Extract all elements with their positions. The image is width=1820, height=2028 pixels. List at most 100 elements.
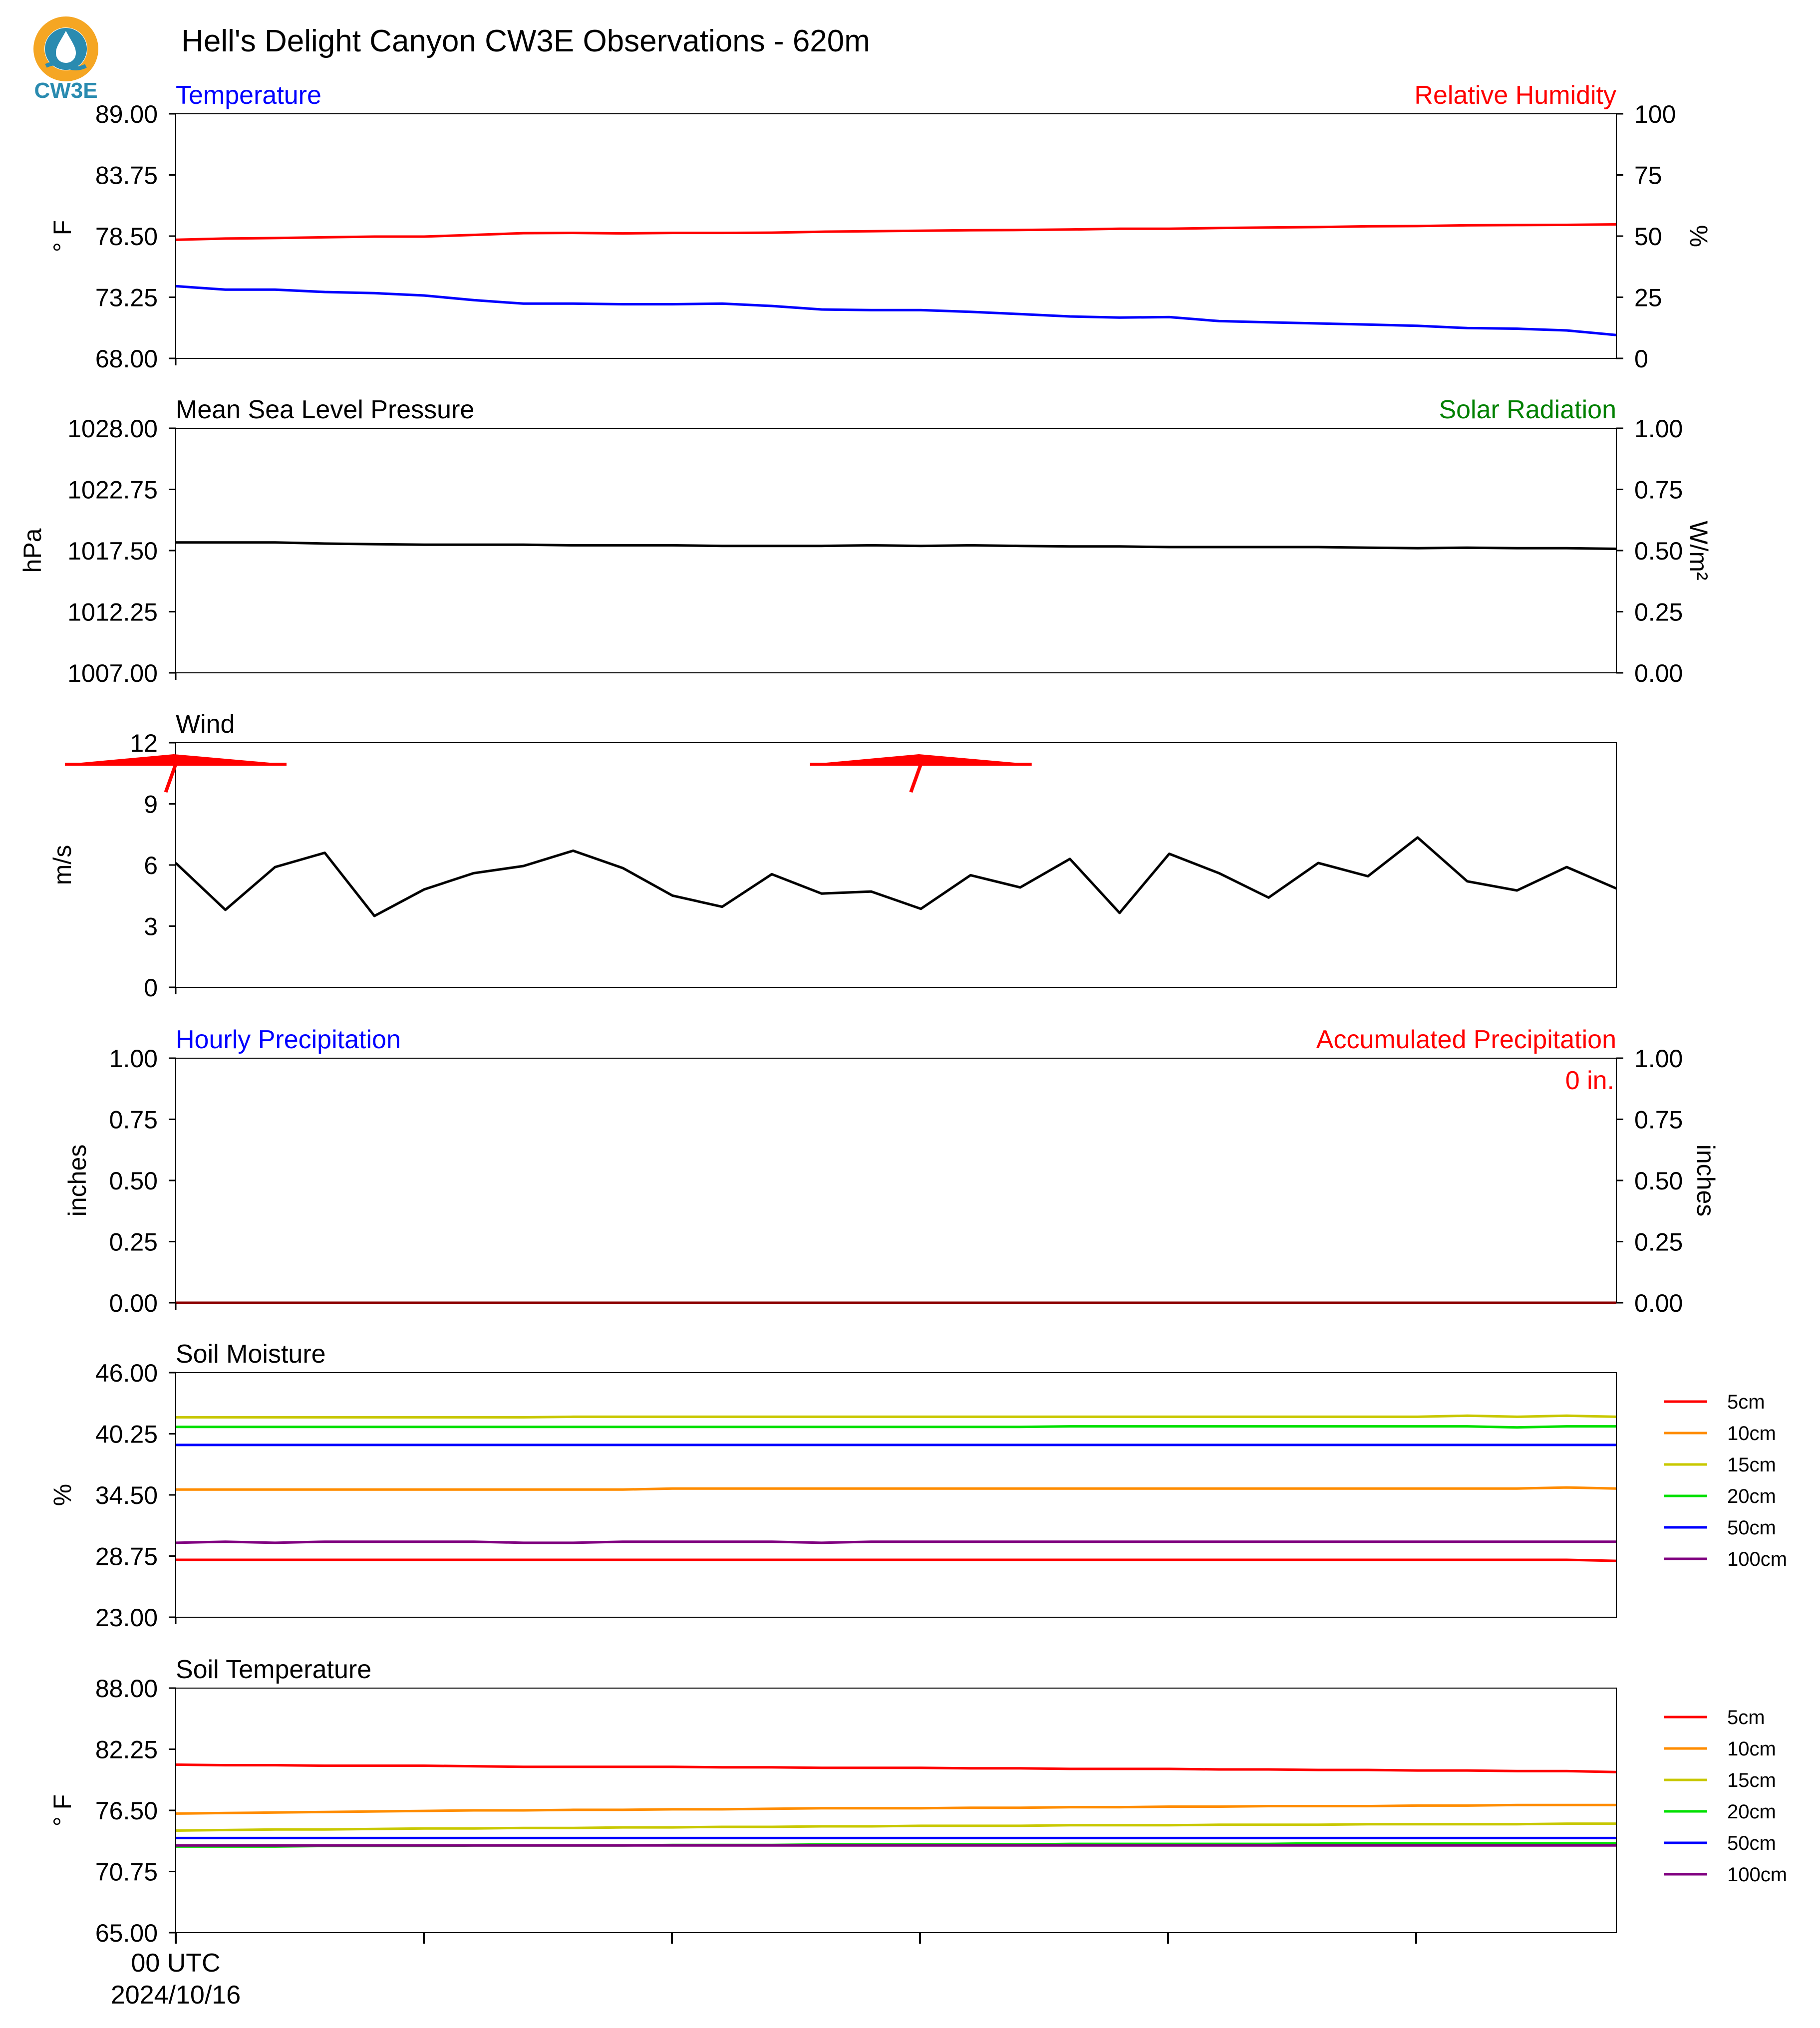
y-tick-label: 1022.75 <box>67 476 158 504</box>
series-line-left-0 <box>175 285 1617 336</box>
panel-title-left: Mean Sea Level Pressure <box>176 395 474 424</box>
panel-1: Temperature Relative Humidity 89.00 83.75 78… <box>48 81 1713 373</box>
legend-label: 100cm <box>1727 1864 1787 1886</box>
y-tick-label: 65.00 <box>95 1919 158 1947</box>
time-axis: 00 UTC 2024/10/16 <box>111 1933 1417 2010</box>
y-tick-label: 1012.25 <box>67 598 158 626</box>
panel-3: Wind 12 9 6 3 0 m/s <box>48 710 1617 1002</box>
legend-label: 15cm <box>1727 1769 1776 1791</box>
y-axis-label: ° F <box>48 1794 76 1826</box>
y-right-tick-label: 1.00 <box>1634 415 1683 443</box>
y-axis-label: inches <box>63 1145 91 1217</box>
panel-title-left: Wind <box>176 710 235 739</box>
series-line-10cm <box>175 1803 1616 1815</box>
panel-title-left: Soil Temperature <box>176 1655 371 1684</box>
plot-frame <box>175 1372 1617 1618</box>
legend-label: 100cm <box>1727 1548 1787 1570</box>
plot-frame <box>175 428 1617 673</box>
wind-barb-staff <box>909 763 923 793</box>
y-tick-label: 73.25 <box>95 284 158 312</box>
y-tick-label: 34.50 <box>95 1481 158 1509</box>
legend-label: 10cm <box>1727 1738 1776 1760</box>
legend-label: 50cm <box>1727 1832 1776 1854</box>
series-line-15cm <box>176 1414 1617 1419</box>
y-right-tick-label: 0.00 <box>1634 1289 1683 1317</box>
y-tick-label: 89.00 <box>95 100 158 128</box>
y-right-tick-label: 0.00 <box>1634 659 1683 687</box>
y-right-tick-label: 75 <box>1634 162 1662 190</box>
plot-frame <box>175 1058 1617 1303</box>
figure-title: Hell's Delight Canyon CW3E Observations … <box>181 24 870 58</box>
series-line-5cm <box>175 1763 1617 1773</box>
y-axis-label: ° F <box>48 220 76 252</box>
y-tick-label: 76.50 <box>95 1797 158 1825</box>
y-tick-label: 9 <box>144 791 158 819</box>
y-tick-label: 6 <box>144 852 158 879</box>
legend-label: 50cm <box>1727 1517 1776 1539</box>
series-line-5cm <box>176 1558 1617 1562</box>
legend-label: 15cm <box>1727 1454 1776 1476</box>
y-tick-label: 0.50 <box>109 1167 158 1195</box>
wind-barb-staff <box>164 763 178 793</box>
y-right-tick-label: 0.75 <box>1634 476 1683 504</box>
panel-title-right: Accumulated Precipitation <box>1316 1025 1616 1054</box>
cw3e-logo: CW3E <box>33 16 98 103</box>
y-tick-label: 78.50 <box>95 223 158 251</box>
y-tick-label: 82.25 <box>95 1736 158 1764</box>
y-tick-label: 88.00 <box>95 1675 158 1703</box>
y-tick-label: 1007.00 <box>67 659 158 687</box>
wind-barb-pennant <box>65 754 287 764</box>
y-tick-label: 0.75 <box>109 1106 158 1134</box>
y-tick-label: 83.75 <box>95 162 158 190</box>
panel-title-left: Temperature <box>176 81 321 110</box>
precip-total-annotation: 0 in. <box>1565 1066 1614 1095</box>
water-drop-logo-icon <box>56 31 76 63</box>
logo-sun-arc <box>33 16 98 81</box>
series-line-left-0 <box>176 541 1617 550</box>
y-right-tick-label: 0.25 <box>1634 598 1683 626</box>
legend-label: 5cm <box>1727 1707 1765 1729</box>
y-right-tick-label: 0.75 <box>1634 1106 1683 1134</box>
y-tick-label: 0.25 <box>109 1228 158 1256</box>
panel-title-right: Relative Humidity <box>1414 81 1616 110</box>
y-tick-label: 40.25 <box>95 1421 158 1449</box>
y-axis-label: m/s <box>48 845 76 885</box>
y-right-tick-label: 25 <box>1634 284 1662 312</box>
plot-frame <box>175 742 1617 988</box>
series-line-100cm <box>175 1540 1616 1544</box>
y-right-tick-label: 0.25 <box>1634 1228 1683 1256</box>
y-right-tick-label: 0.50 <box>1634 1167 1683 1195</box>
logo-text: CW3E <box>34 78 97 103</box>
x-tick-label-time: 00 UTC <box>131 1949 220 1978</box>
y-tick-label: 1.00 <box>109 1045 158 1073</box>
y-tick-label: 1017.50 <box>67 537 158 565</box>
panel-4: Hourly Precipitation Accumulated Precipit… <box>63 1025 1720 1317</box>
y-tick-label: 46.00 <box>95 1359 158 1387</box>
wind-barb <box>65 754 287 793</box>
panel-5: Soil Moisture 46.00 40.25 34.50 28.75 23.00% 5… <box>48 1340 1787 1632</box>
x-tick-label-date: 2024/10/16 <box>111 1981 241 2010</box>
y-tick-label: 23.00 <box>95 1604 158 1632</box>
y-tick-label: 1028.00 <box>67 415 158 443</box>
y-tick-label: 12 <box>130 729 158 757</box>
series-line-right-1 <box>175 223 1617 241</box>
y-tick-label: 0.00 <box>109 1289 158 1317</box>
y-right-axis-label: W/m² <box>1685 521 1713 580</box>
series-line-10cm <box>176 1486 1617 1491</box>
y-axis-label: % <box>48 1484 76 1506</box>
series-line-20cm <box>176 1425 1616 1429</box>
panel-2: Mean Sea Level Pressure Solar Radiation 10… <box>18 395 1713 687</box>
y-tick-label: 28.75 <box>95 1543 158 1571</box>
wind-barb-pennant <box>810 754 1032 764</box>
y-right-axis-label: % <box>1685 225 1713 247</box>
legend-label: 20cm <box>1727 1801 1776 1823</box>
series-line-left-0 <box>175 836 1617 917</box>
y-tick-label: 68.00 <box>95 345 158 373</box>
y-tick-label: 70.75 <box>95 1858 158 1886</box>
logo-wave <box>45 61 87 70</box>
legend-label: 5cm <box>1727 1391 1765 1413</box>
y-axis-label: hPa <box>18 528 46 573</box>
y-right-tick-label: 0 <box>1634 345 1648 373</box>
panel-6: Soil Temperature 88.00 82.25 76.50 70.75 65.0… <box>48 1655 1787 1947</box>
